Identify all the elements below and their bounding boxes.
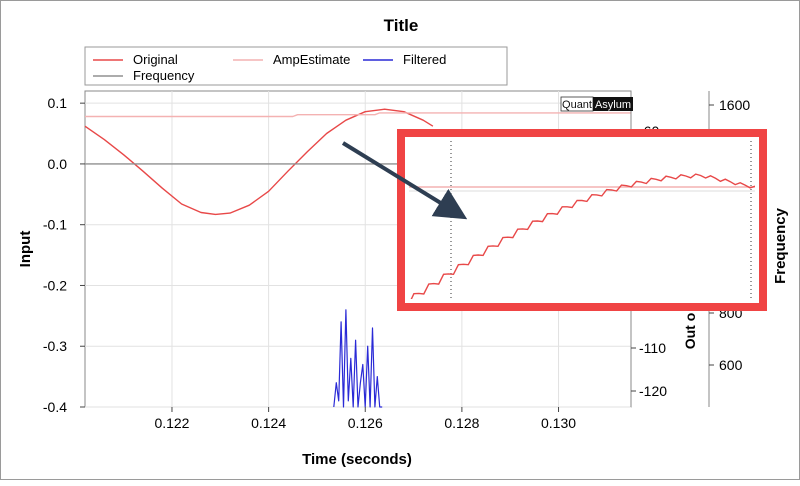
callout-arrow	[341, 141, 468, 220]
y-left-tick-label: -0.2	[43, 277, 67, 293]
legend-label-ampestimate: AmpEstimate	[273, 52, 350, 67]
quantasylum-logo: Quant Asylum	[560, 96, 633, 112]
y-left-tick-label: -0.1	[43, 217, 67, 233]
legend: Original AmpEstimate Filtered Frequency	[84, 46, 508, 86]
series-ampestimate	[85, 112, 631, 118]
svg-text:Quant: Quant	[562, 99, 592, 111]
chart-title: Title	[384, 16, 419, 35]
y-right-inner-tick-label: -120	[639, 383, 667, 399]
y-right-outer-axis-label: Frequency	[772, 207, 789, 284]
y-left-axis-label: Input	[17, 231, 34, 268]
zoom-original-trace	[410, 173, 755, 299]
legend-label-original: Original	[133, 52, 178, 67]
zoom-callout	[341, 129, 767, 311]
x-tick-label: 0.126	[348, 415, 383, 431]
x-tick-label: 0.122	[154, 415, 189, 431]
y-right-inner-tick-label: -110	[639, 340, 666, 356]
y-left-tick-label: -0.3	[43, 338, 67, 354]
y-right-outer-tick-label: 1600	[719, 97, 750, 113]
svg-text:Asylum: Asylum	[595, 99, 631, 111]
series-original	[84, 108, 434, 216]
y-left-tick-label: -0.4	[43, 399, 67, 415]
x-tick-label: 0.130	[541, 415, 576, 431]
x-tick-label: 0.128	[444, 415, 479, 431]
y-left-tick-label: 0.1	[48, 95, 68, 111]
x-axis-label: Time (seconds)	[302, 451, 412, 468]
y-left-tick-label: 0.0	[48, 156, 68, 172]
legend-box	[84, 46, 508, 86]
series-filtered	[333, 309, 383, 408]
x-tick-label: 0.124	[251, 415, 286, 431]
y-right-inner-axis-label: Out o	[682, 313, 698, 350]
legend-label-frequency: Frequency	[133, 68, 195, 83]
legend-label-filtered: Filtered	[403, 52, 446, 67]
zoom-box	[397, 129, 767, 311]
y-right-outer-tick-label: 600	[719, 357, 743, 373]
